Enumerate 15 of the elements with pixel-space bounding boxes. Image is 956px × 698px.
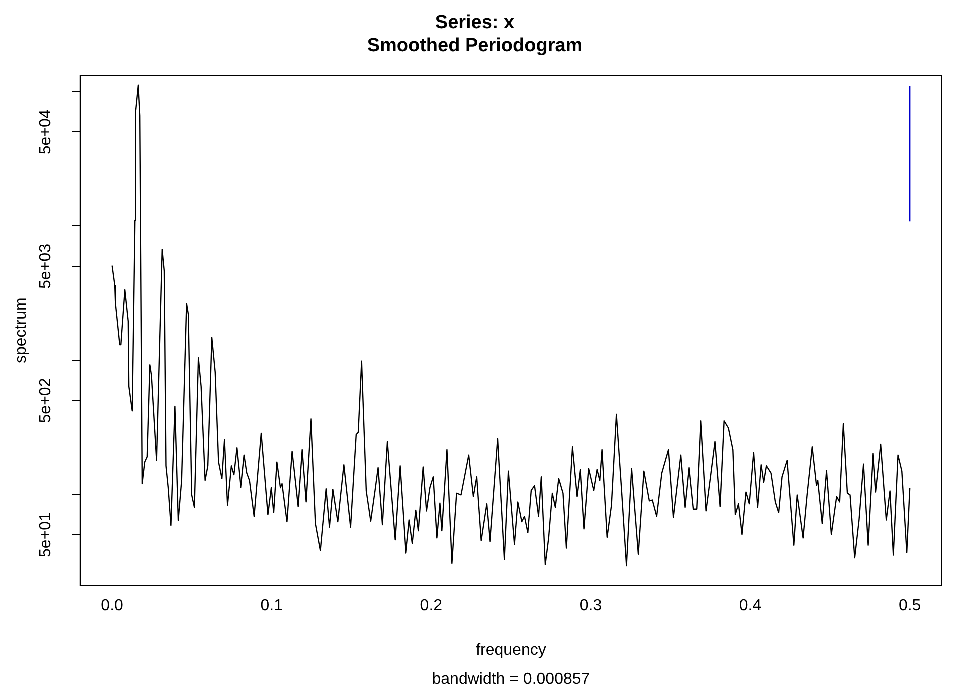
y-tick-label: 5e+02 [37, 378, 54, 424]
y-axis-title: spectrum [13, 298, 30, 364]
y-tick-label: 5e+01 [37, 512, 54, 558]
x-tick-label: 0.4 [739, 598, 762, 615]
text: bandwidth = 0.000857 [432, 671, 590, 688]
x-axis-title: frequency [476, 642, 546, 659]
x-tick-label: 0.1 [260, 598, 284, 615]
chart-title: Series: x [435, 12, 516, 34]
x-tick-label: 0.0 [101, 598, 124, 615]
x-tick-label: 0.3 [580, 598, 602, 615]
y-tick-label: 5e+03 [37, 244, 54, 289]
x-tick-label: 0.5 [898, 598, 922, 615]
y-tick-label: 5e+04 [37, 110, 54, 155]
chart-subtitle: Smoothed Periodogram [367, 35, 583, 56]
x-tick-label: 0.2 [420, 598, 443, 615]
